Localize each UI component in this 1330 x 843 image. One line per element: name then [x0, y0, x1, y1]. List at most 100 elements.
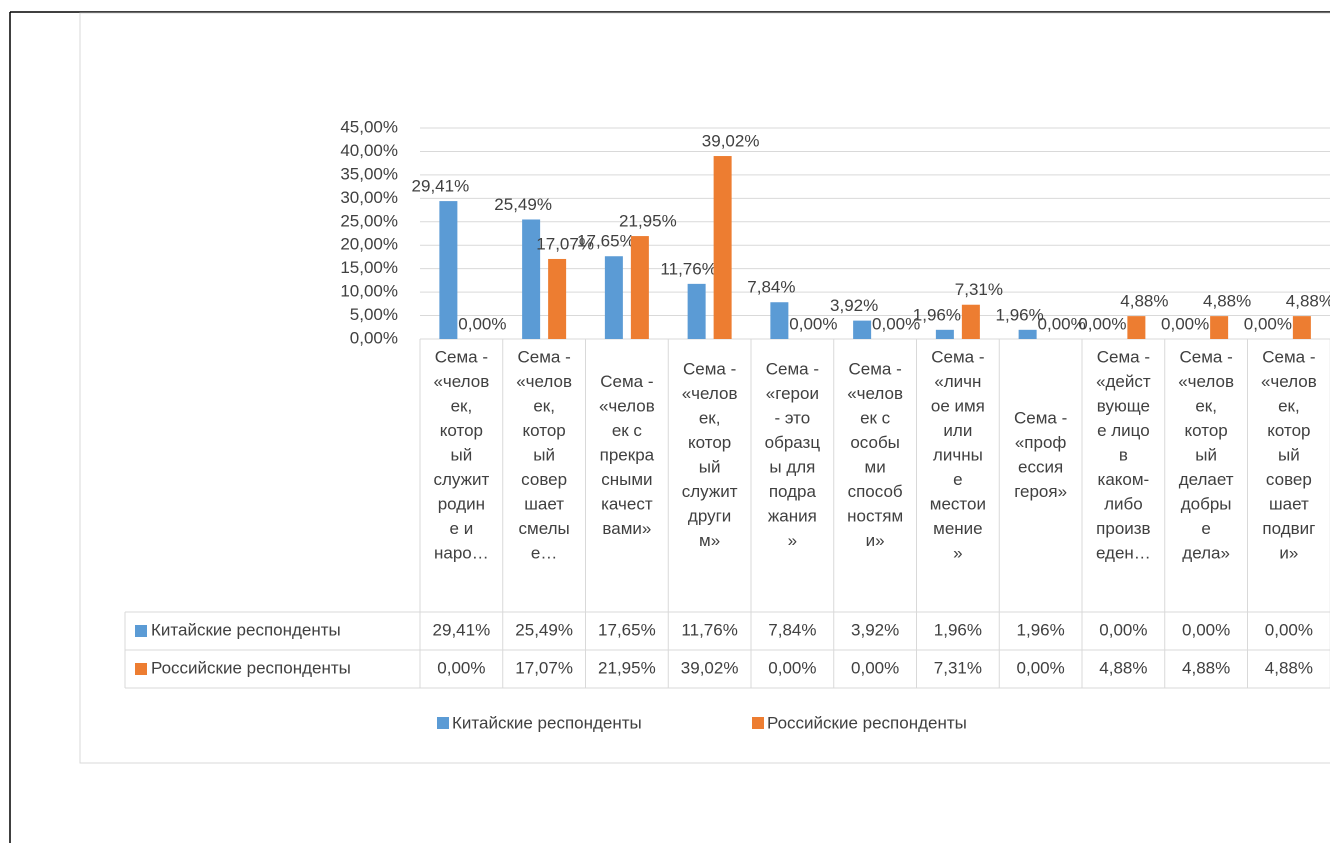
bar: [1127, 316, 1146, 339]
table-cell: 1,96%: [1017, 620, 1065, 639]
chart-area: [79, 12, 1330, 764]
x-tick-label: Сема -: [931, 347, 984, 366]
x-tick-label: «проф: [1015, 433, 1067, 452]
table-cell: 29,41%: [433, 620, 491, 639]
x-tick-label: качест: [601, 494, 653, 513]
x-tick-label: служит: [682, 482, 738, 501]
legend-label: Российские респонденты: [767, 713, 967, 732]
x-tick-label: котор: [523, 421, 566, 440]
bar: [1018, 329, 1037, 339]
x-tick-label: »: [953, 543, 962, 562]
x-tick-label: прекра: [600, 445, 655, 464]
x-tick-label: каком-: [1098, 470, 1150, 489]
x-tick-label: ек,: [699, 409, 721, 428]
x-tick-label: способ: [848, 482, 903, 501]
x-tick-label: Сема -: [1097, 347, 1150, 366]
x-tick-label: наро…: [434, 543, 489, 562]
table-cell: 0,00%: [1017, 658, 1065, 677]
x-tick-label: произв: [1096, 519, 1150, 538]
bar: [1292, 316, 1311, 339]
x-tick-label: Сема -: [600, 372, 653, 391]
x-tick-label: Сема -: [1262, 347, 1315, 366]
y-tick-label: 10,00%: [340, 282, 398, 301]
y-tick-label: 25,00%: [340, 211, 398, 230]
x-tick-label: е и: [450, 519, 474, 538]
x-tick-label: «челов: [1178, 372, 1234, 391]
x-tick-label: ый: [533, 445, 555, 464]
legend-label: Китайские респонденты: [452, 713, 642, 732]
bar: [853, 320, 872, 339]
table-cell: 0,00%: [1099, 620, 1147, 639]
x-tick-label: Сема -: [848, 360, 901, 379]
y-tick-label: 40,00%: [340, 141, 398, 160]
x-tick-label: котор: [440, 421, 483, 440]
table-cell: 0,00%: [768, 658, 816, 677]
x-tick-label: шает: [524, 494, 564, 513]
x-tick-label: образц: [765, 433, 821, 452]
data-label: 7,31%: [955, 280, 1003, 299]
x-tick-label: подвиг: [1262, 519, 1315, 538]
x-tick-label: ек,: [1195, 396, 1217, 415]
x-tick-label: героя»: [1014, 482, 1067, 501]
x-tick-label: ый: [699, 458, 721, 477]
x-tick-label: «челов: [847, 384, 903, 403]
x-tick-label: или: [943, 421, 972, 440]
x-tick-label: делает: [1179, 470, 1234, 489]
x-tick-label: совер: [1266, 470, 1312, 489]
data-label: 39,02%: [702, 132, 760, 151]
data-label: 0,00%: [1161, 314, 1209, 333]
data-label: 7,84%: [747, 278, 795, 297]
data-label: 11,76%: [660, 259, 716, 278]
table-cell: 0,00%: [1182, 620, 1230, 639]
y-tick-label: 20,00%: [340, 235, 398, 254]
x-tick-label: ы для: [769, 458, 815, 477]
x-tick-label: ый: [451, 445, 473, 464]
x-tick-label: «личн: [934, 372, 981, 391]
x-tick-label: «дейст: [1096, 372, 1151, 391]
x-tick-label: ностям: [847, 507, 903, 526]
x-tick-label: «челов: [599, 396, 655, 415]
bar: [1210, 316, 1229, 339]
table-cell: 4,88%: [1265, 658, 1313, 677]
table-cell: 21,95%: [598, 658, 656, 677]
bar: [522, 219, 541, 339]
table-cell: 7,84%: [768, 620, 816, 639]
data-label: 0,00%: [789, 314, 837, 333]
data-label: 21,95%: [619, 212, 677, 231]
bar: [604, 256, 623, 339]
bar: [935, 329, 954, 339]
legend-key: [135, 625, 147, 637]
bar: [961, 304, 980, 339]
x-tick-label: мение: [933, 519, 982, 538]
table-cell: 25,49%: [515, 620, 573, 639]
x-tick-label: либо: [1104, 494, 1143, 513]
x-tick-label: личны: [933, 445, 983, 464]
y-tick-label: 5,00%: [350, 305, 398, 324]
data-label: 4,88%: [1203, 292, 1251, 311]
x-tick-label: котор: [688, 433, 731, 452]
table-cell: 4,88%: [1182, 658, 1230, 677]
x-tick-label: «челов: [682, 384, 738, 403]
y-tick-label: 30,00%: [340, 188, 398, 207]
table-cell: 0,00%: [851, 658, 899, 677]
x-tick-label: смелы: [519, 519, 570, 538]
x-tick-label: местои: [930, 494, 986, 513]
x-tick-label: Сема -: [435, 347, 488, 366]
y-tick-label: 15,00%: [340, 258, 398, 277]
table-cell: 17,65%: [598, 620, 656, 639]
x-tick-label: «челов: [433, 372, 489, 391]
x-tick-label: особы: [850, 433, 900, 452]
x-tick-label: е: [953, 470, 962, 489]
table-cell: 4,88%: [1099, 658, 1147, 677]
x-tick-label: ый: [1195, 445, 1217, 464]
data-label: 17,65%: [577, 232, 635, 251]
x-tick-label: дела»: [1182, 543, 1230, 562]
x-tick-label: ек,: [1278, 396, 1300, 415]
x-tick-label: котор: [1267, 421, 1310, 440]
data-label: 4,88%: [1120, 292, 1168, 311]
x-tick-label: ек,: [451, 396, 473, 415]
x-tick-label: ессия: [1018, 458, 1063, 477]
table-row-label: Китайские респонденты: [151, 620, 341, 639]
x-tick-label: совер: [521, 470, 567, 489]
x-tick-label: ое имя: [931, 396, 985, 415]
